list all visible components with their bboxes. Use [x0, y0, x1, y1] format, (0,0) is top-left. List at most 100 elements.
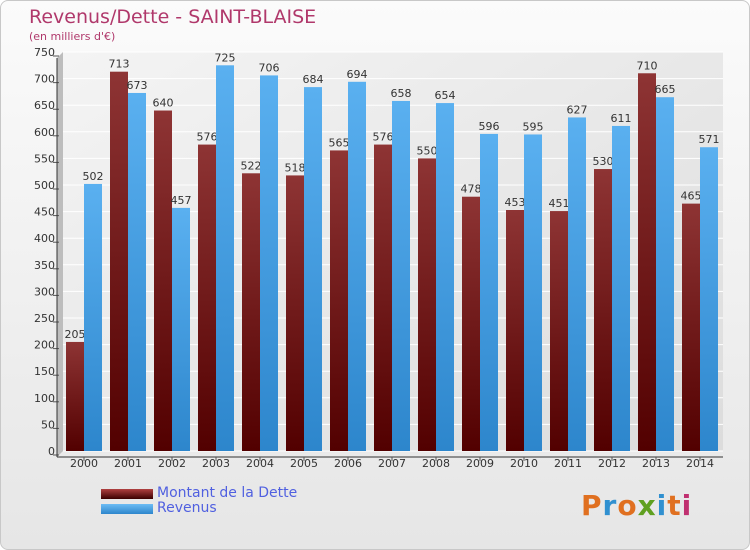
data-label-revenus: 673 — [127, 79, 148, 92]
y-tick-label: 750 — [34, 46, 55, 59]
x-tick-label: 2002 — [158, 457, 186, 470]
data-label-dette: 550 — [417, 144, 438, 157]
x-tick-label: 2004 — [246, 457, 274, 470]
legend-label-revenus: Revenus — [157, 500, 217, 516]
y-tick-label: 500 — [34, 179, 55, 192]
bar-revenus — [128, 92, 146, 452]
y-tick-label: 550 — [34, 152, 55, 165]
bar-revenus — [480, 133, 498, 452]
bar-dette — [154, 110, 172, 452]
data-label-dette: 576 — [373, 131, 394, 144]
x-tick-label: 2014 — [686, 457, 714, 470]
data-label-dette: 205 — [65, 328, 86, 341]
bar-dette — [418, 158, 436, 451]
bar-dette — [110, 71, 128, 452]
data-label-revenus: 502 — [83, 170, 104, 183]
chart-subtitle: (en milliers d'€) — [29, 30, 116, 43]
bar-dette — [550, 211, 568, 451]
bar-dette — [198, 144, 216, 451]
data-label-revenus: 571 — [699, 133, 720, 146]
bar-revenus — [612, 125, 630, 451]
bar-dette — [682, 203, 700, 451]
data-label-dette: 530 — [593, 155, 614, 168]
data-label-dette: 451 — [549, 197, 570, 210]
y-tick-label: 50 — [41, 418, 55, 431]
x-tick-label: 2010 — [510, 457, 538, 470]
data-label-revenus: 596 — [479, 120, 500, 133]
legend-label-dette: Montant de la Dette — [157, 485, 298, 501]
bar-revenus — [436, 103, 454, 452]
y-tick-label: 650 — [34, 99, 55, 112]
bar-revenus — [656, 97, 674, 451]
bar-dette — [638, 73, 656, 451]
logo-letter: t — [667, 489, 682, 522]
data-label-revenus: 694 — [347, 68, 368, 81]
data-label-dette: 713 — [109, 58, 130, 71]
data-label-dette: 576 — [197, 131, 218, 144]
logo-letter: i — [681, 489, 693, 522]
y-tick-label: 400 — [34, 232, 55, 245]
bar-revenus — [392, 100, 410, 451]
data-label-dette: 522 — [241, 159, 262, 172]
data-label-dette: 465 — [681, 190, 702, 203]
data-label-dette: 565 — [329, 136, 350, 149]
bar-revenus — [84, 183, 102, 451]
y-tick-label: 600 — [34, 126, 55, 139]
x-tick-label: 2001 — [114, 457, 142, 470]
bar-revenus — [260, 75, 278, 452]
x-tick-label: 2009 — [466, 457, 494, 470]
x-tick-label: 2000 — [70, 457, 98, 470]
x-tick-label: 2006 — [334, 457, 362, 470]
data-label-revenus: 665 — [655, 83, 676, 96]
y-tick-label: 700 — [34, 73, 55, 86]
y-tick-label: 0 — [48, 445, 55, 458]
x-tick-label: 2011 — [554, 457, 582, 470]
y-tick-label: 350 — [34, 259, 55, 272]
logo-letter: r — [602, 489, 618, 522]
legend-swatch-revenus — [101, 504, 153, 514]
data-label-revenus: 725 — [215, 51, 236, 64]
data-label-revenus: 457 — [171, 194, 192, 207]
bar-dette — [242, 173, 260, 451]
y-tick-label: 100 — [34, 392, 55, 405]
data-label-dette: 518 — [285, 161, 306, 174]
bar-revenus — [348, 81, 366, 452]
logo-letter: P — [581, 489, 603, 522]
data-label-revenus: 706 — [259, 61, 280, 74]
bar-dette — [594, 169, 612, 452]
x-tick-label: 2008 — [422, 457, 450, 470]
bar-revenus — [172, 207, 190, 451]
logo-letter: x — [637, 489, 657, 522]
bar-dette — [374, 144, 392, 451]
plot-left-wall — [57, 52, 63, 457]
y-tick-label: 450 — [34, 206, 55, 219]
bar-revenus — [700, 147, 718, 451]
logo-letter: o — [617, 489, 638, 522]
legend-swatch-dette — [101, 489, 153, 499]
data-label-dette: 640 — [153, 97, 174, 110]
x-tick-label: 2005 — [290, 457, 318, 470]
bar-dette — [330, 150, 348, 452]
y-tick-label: 200 — [34, 339, 55, 352]
x-tick-label: 2012 — [598, 457, 626, 470]
bar-dette — [462, 196, 480, 451]
bar-dette — [66, 341, 84, 451]
bar-revenus — [524, 134, 542, 451]
data-label-dette: 710 — [637, 59, 658, 72]
bar-dette — [506, 210, 524, 451]
data-label-revenus: 611 — [611, 112, 632, 125]
proxiti-logo: Proxiti — [581, 489, 692, 522]
y-tick-label: 250 — [34, 312, 55, 325]
bar-revenus — [304, 87, 322, 451]
x-tick-label: 2003 — [202, 457, 230, 470]
chart-title: Revenus/Dette - SAINT-BLAISE — [29, 6, 317, 28]
y-tick-label: 300 — [34, 285, 55, 298]
data-label-revenus: 595 — [523, 120, 544, 133]
bar-revenus — [568, 117, 586, 451]
data-label-revenus: 658 — [391, 87, 412, 100]
data-label-dette: 453 — [505, 196, 526, 209]
data-label-revenus: 627 — [567, 103, 588, 116]
x-tick-label: 2007 — [378, 457, 406, 470]
